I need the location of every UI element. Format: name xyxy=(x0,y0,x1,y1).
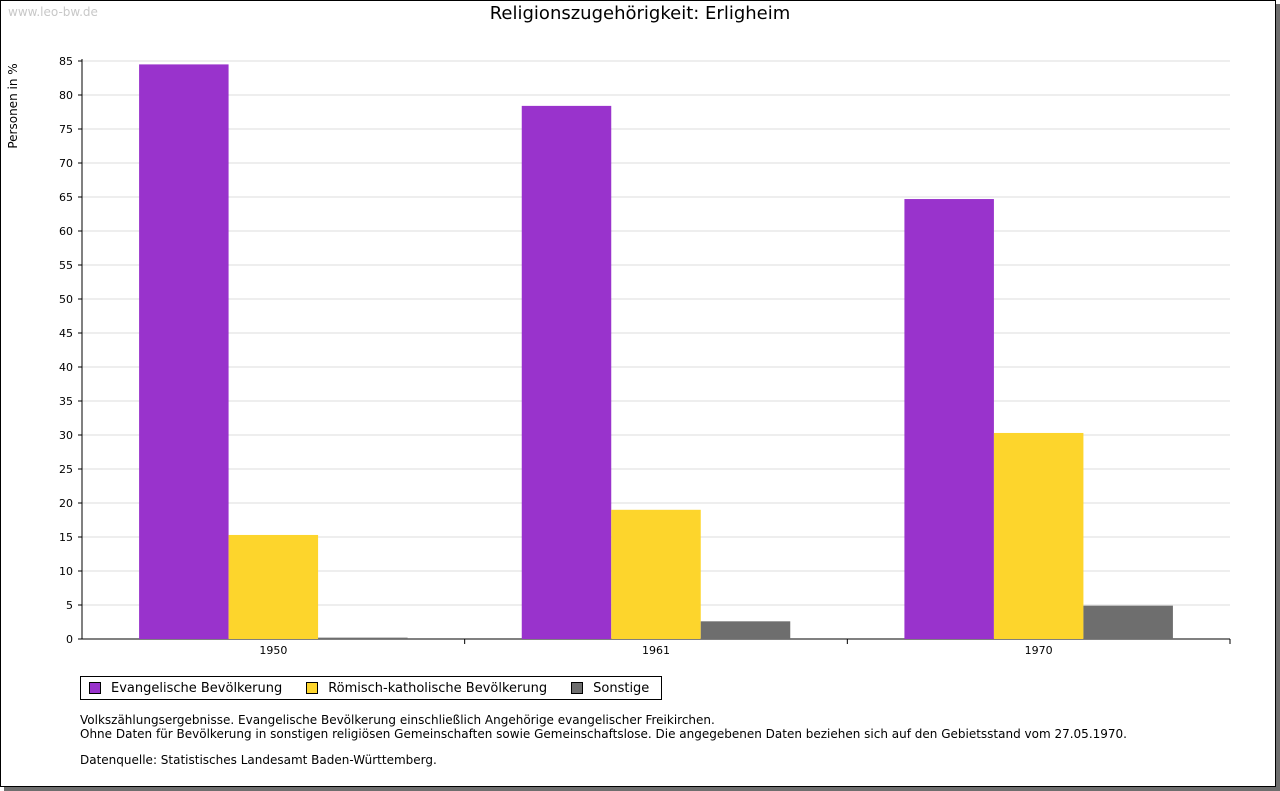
y-tick-label: 50 xyxy=(59,293,73,306)
y-tick-label: 0 xyxy=(66,633,73,646)
bar-evangelische-1961 xyxy=(521,105,612,639)
bar-evangelische-1950 xyxy=(139,64,229,639)
x-tick-label: 1950 xyxy=(259,644,287,657)
note-line-1: Volkszählungsergebnisse. Evangelische Be… xyxy=(80,713,715,727)
legend-item-katholisch: Römisch-katholische Bevölkerung xyxy=(306,681,547,696)
bar-rmischkatholische-1950 xyxy=(228,534,319,639)
y-tick-label: 25 xyxy=(59,463,73,476)
y-tick-label: 85 xyxy=(59,55,73,68)
legend-swatch-katholisch xyxy=(306,682,319,694)
bar-sonstige-1961 xyxy=(700,621,791,639)
legend-label-katholisch: Römisch-katholische Bevölkerung xyxy=(328,680,548,696)
legend-swatch-sonstige xyxy=(571,682,584,694)
x-tick-label: 1961 xyxy=(642,644,670,657)
legend-swatch-evangelisch xyxy=(89,682,101,694)
data-source: Datenquelle: Statistisches Landesamt Bad… xyxy=(80,753,437,767)
legend-item-evangelisch: Evangelische Bevölkerung xyxy=(89,681,282,696)
note-line-2: Ohne Daten für Bevölkerung in sonstigen … xyxy=(80,727,1127,741)
chart-title: Religionszugehörigkeit: Erligheim xyxy=(489,3,791,24)
y-tick-label: 55 xyxy=(59,259,73,272)
y-tick-label: 30 xyxy=(59,429,73,442)
y-tick-label: 35 xyxy=(59,395,73,408)
legend-item-sonstige: Sonstige xyxy=(571,681,649,696)
bar-rmischkatholische-1970 xyxy=(993,432,1084,639)
bar-rmischkatholische-1961 xyxy=(611,509,701,639)
bar-evangelische-1970 xyxy=(904,199,994,640)
bar-sonstige-1970 xyxy=(1083,605,1173,639)
y-tick-label: 75 xyxy=(59,123,73,136)
chart-legend: Evangelische Bevölkerung Römisch-katholi… xyxy=(80,676,663,700)
watermark: www.leo-bw.de xyxy=(8,5,98,19)
y-tick-label: 70 xyxy=(59,157,73,170)
bar-chart: 0 5 10 15 20 25 30 35 40 45 50 55 60 65 70 75 80 85 Person… xyxy=(6,55,1231,657)
y-tick-label: 10 xyxy=(59,565,73,578)
y-tick-label: 65 xyxy=(59,191,73,204)
y-tick-label: 60 xyxy=(59,225,73,238)
y-tick-label: 20 xyxy=(59,497,73,510)
chart-notes: Volkszählungsergebnisse. Evangelische Be… xyxy=(80,713,1127,767)
x-tick-label: 1970 xyxy=(1025,644,1053,657)
y-axis-label: Personen in % xyxy=(6,63,20,148)
bar-sonstige-1950 xyxy=(318,637,408,639)
y-tick-label: 15 xyxy=(59,531,73,544)
y-tick-label: 5 xyxy=(66,599,73,612)
y-tick-label: 40 xyxy=(59,361,73,374)
legend-label-evangelisch: Evangelische Bevölkerung xyxy=(111,680,283,696)
y-tick-label: 45 xyxy=(59,327,73,340)
legend-label-sonstige: Sonstige xyxy=(593,680,650,696)
y-tick-label: 80 xyxy=(59,89,73,102)
